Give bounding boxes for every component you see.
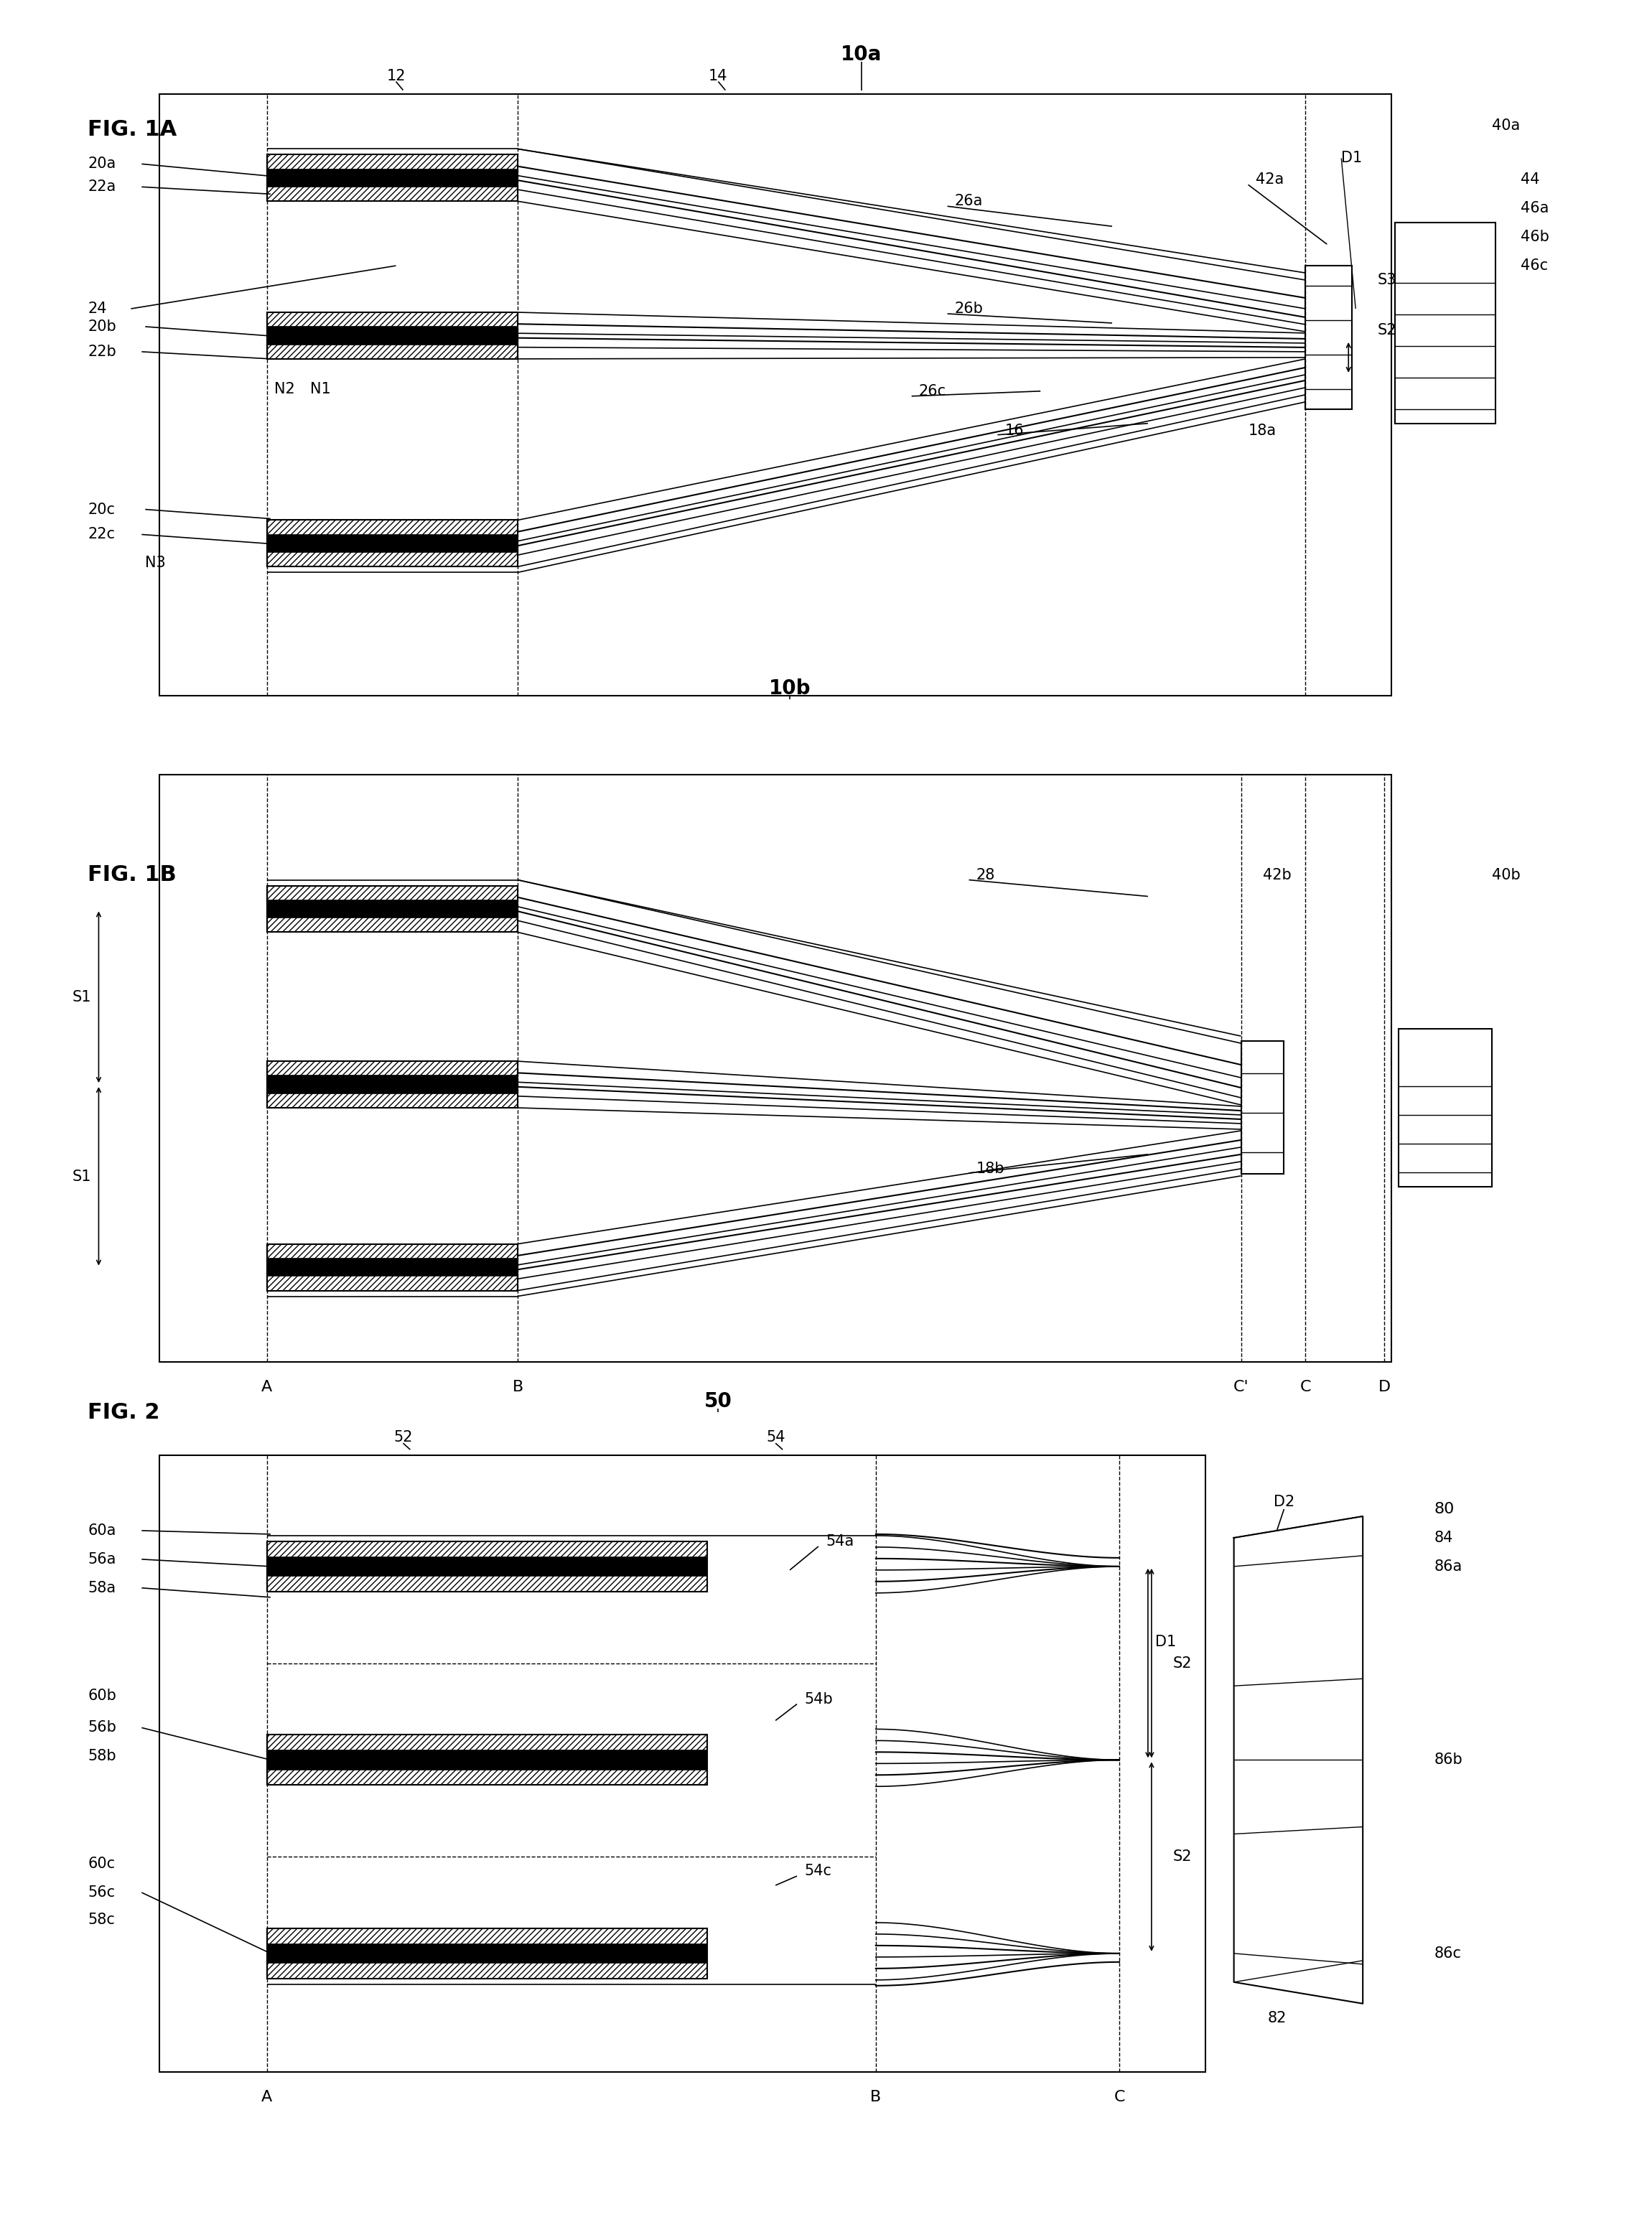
Text: S2: S2 [1173,1656,1193,1669]
Text: S1: S1 [73,1168,91,1184]
Bar [268,1736,707,1785]
Text: N3: N3 [145,556,165,570]
Text: B: B [512,1381,524,1394]
Text: 22a: 22a [88,180,116,195]
Text: 86c: 86c [1434,1947,1462,1960]
Text: 58c: 58c [88,1913,116,1927]
Bar [268,521,517,568]
Text: 22b: 22b [88,344,117,359]
Text: 14: 14 [709,69,729,82]
Text: 24: 24 [88,302,107,315]
Text: FIG. 1A: FIG. 1A [88,120,177,140]
Text: FIG. 2: FIG. 2 [88,1401,160,1423]
Bar [268,1062,517,1108]
Bar [268,1541,707,1592]
Text: 52: 52 [393,1430,413,1445]
Text: C: C [1300,1381,1312,1394]
Text: 26c: 26c [919,384,947,399]
Text: S2: S2 [1173,1849,1193,1864]
Text: 54a: 54a [826,1534,854,1547]
Text: 46b: 46b [1520,231,1550,244]
Text: 20c: 20c [88,503,116,517]
Text: 20a: 20a [88,157,116,171]
Bar [268,1944,707,1962]
Bar [268,1751,707,1769]
Bar [268,326,517,344]
Text: A: A [261,2091,273,2104]
Text: 80: 80 [1434,1501,1455,1516]
Bar [268,1556,707,1576]
Bar [268,168,517,186]
Bar [268,313,517,359]
Bar [1399,1029,1492,1186]
Bar [268,900,517,918]
Text: 56a: 56a [88,1552,116,1567]
Text: 46a: 46a [1520,202,1548,215]
Text: C': C' [1234,1381,1249,1394]
Text: FIG. 1B: FIG. 1B [88,865,177,885]
Text: 54c: 54c [805,1864,831,1878]
Text: 54b: 54b [805,1692,833,1707]
Bar [268,534,517,552]
Text: 10a: 10a [841,44,882,64]
Text: S1: S1 [73,991,91,1004]
Text: 46c: 46c [1520,259,1548,273]
Text: D2: D2 [1274,1494,1295,1510]
Text: 40a: 40a [1492,120,1520,133]
Bar [160,93,1391,696]
Bar [268,885,517,931]
Text: 84: 84 [1434,1530,1454,1545]
Bar [268,1929,707,1978]
Text: D1: D1 [1341,151,1363,166]
Text: S3: S3 [1378,273,1396,288]
Text: D: D [1378,1381,1391,1394]
Text: N2: N2 [274,381,294,397]
Text: D1: D1 [1155,1634,1176,1649]
Text: 60a: 60a [88,1523,116,1539]
Text: 26a: 26a [955,195,983,208]
Bar [1394,222,1495,423]
Bar [160,774,1391,1361]
Bar [160,1454,1206,2071]
Text: 18b: 18b [976,1162,1004,1175]
Text: 60c: 60c [88,1856,116,1871]
Text: 42a: 42a [1256,173,1284,186]
Bar [1241,1042,1284,1173]
Text: 44: 44 [1520,173,1540,186]
Text: 28: 28 [976,867,995,882]
Text: 56c: 56c [88,1884,116,1900]
Bar [268,1259,517,1277]
Text: 82: 82 [1267,2011,1287,2024]
Bar [268,1244,517,1290]
Text: 54: 54 [767,1430,785,1445]
Text: 58b: 58b [88,1749,116,1763]
Text: 18a: 18a [1249,423,1277,437]
Text: 40b: 40b [1492,867,1520,882]
Text: 10b: 10b [768,678,811,698]
Text: 86a: 86a [1434,1559,1462,1574]
Text: 58a: 58a [88,1581,116,1594]
Text: 20b: 20b [88,319,117,335]
Text: 42b: 42b [1262,867,1292,882]
Bar [1305,266,1351,410]
Text: 12: 12 [387,69,405,82]
Text: 26b: 26b [955,302,983,315]
Bar [268,155,517,202]
Text: 50: 50 [704,1392,732,1412]
Text: 16: 16 [1004,423,1024,437]
Text: A: A [261,1381,273,1394]
Text: 86b: 86b [1434,1754,1464,1767]
Text: S2: S2 [1378,324,1396,337]
Text: N1: N1 [311,381,330,397]
Text: B: B [871,2091,881,2104]
Text: 22c: 22c [88,528,116,541]
Text: 60b: 60b [88,1689,117,1703]
Text: C: C [1113,2091,1125,2104]
Bar [268,1075,517,1093]
Text: 56b: 56b [88,1720,117,1736]
